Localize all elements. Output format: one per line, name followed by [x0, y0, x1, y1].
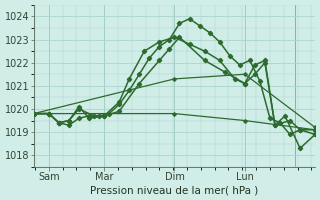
X-axis label: Pression niveau de la mer( hPa ): Pression niveau de la mer( hPa ): [90, 185, 259, 195]
